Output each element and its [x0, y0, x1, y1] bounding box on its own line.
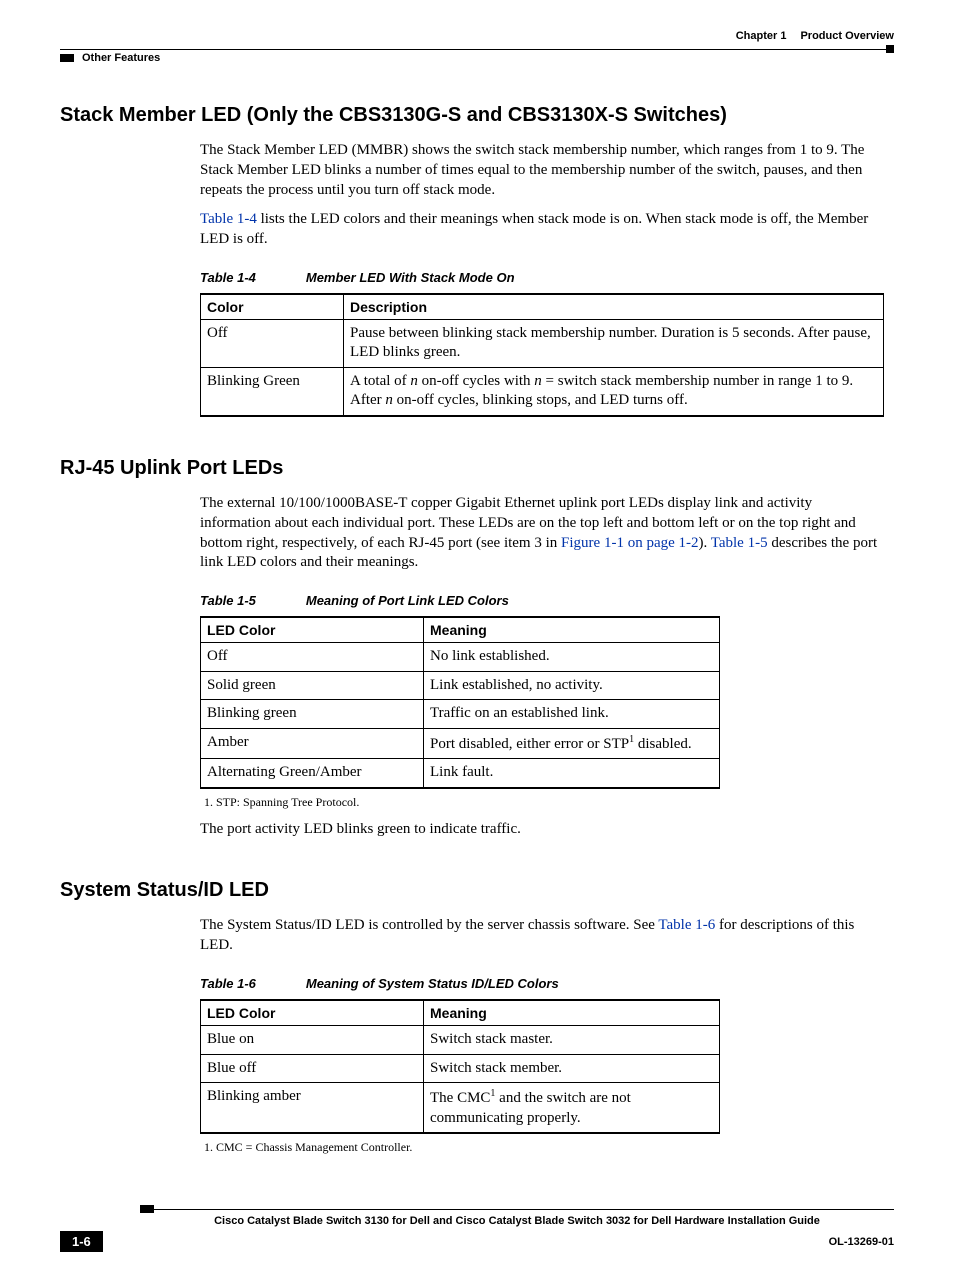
paragraph: The external 10/100/1000BASE-T copper Gi…	[200, 494, 884, 573]
table-row: Solid greenLink established, no activity…	[201, 671, 720, 700]
table-header-row: LED Color Meaning	[201, 617, 720, 643]
col-header: Color	[201, 294, 344, 320]
table-row: AmberPort disabled, either error or STP1…	[201, 728, 720, 759]
chapter-label: Chapter 1	[736, 30, 787, 42]
chapter-title: Product Overview	[800, 30, 894, 42]
page-footer: Cisco Catalyst Blade Switch 3130 for Del…	[60, 1205, 894, 1252]
table-1-4: Color Description Off Pause between blin…	[200, 293, 884, 417]
xref-table-1-6[interactable]: Table 1-6	[658, 917, 715, 933]
xref-table-1-5[interactable]: Table 1-5	[711, 535, 768, 551]
col-header: LED Color	[201, 617, 424, 643]
document-id: OL-13269-01	[829, 1236, 894, 1248]
table-header-row: Color Description	[201, 294, 884, 320]
heading-stack-led: Stack Member LED (Only the CBS3130G-S an…	[60, 104, 894, 127]
table-row: Blue offSwitch stack member.	[201, 1054, 720, 1083]
cell-with-italics: A total of n on-off cycles with n = swit…	[344, 367, 884, 416]
running-section: Other Features	[60, 52, 894, 64]
table-row: OffNo link established.	[201, 643, 720, 672]
table-caption: Table 1-6Meaning of System Status ID/LED…	[200, 976, 884, 991]
page-header: Chapter 1 Product Overview	[60, 30, 894, 45]
table-row: Off Pause between blinking stack members…	[201, 319, 884, 367]
table-1-5: LED Color Meaning OffNo link established…	[200, 616, 720, 789]
book-title: Cisco Catalyst Blade Switch 3130 for Del…	[140, 1215, 894, 1227]
table-footnote: 1. CMC = Chassis Management Controller.	[204, 1140, 884, 1155]
table-row: Blinking Green A total of n on-off cycle…	[201, 367, 884, 416]
heading-rj45-leds: RJ-45 Uplink Port LEDs	[60, 457, 894, 480]
paragraph: The port activity LED blinks green to in…	[200, 820, 884, 840]
table-footnote: 1. STP: Spanning Tree Protocol.	[204, 795, 884, 810]
col-header: Meaning	[424, 617, 720, 643]
paragraph: The Stack Member LED (MMBR) shows the sw…	[200, 141, 884, 200]
col-header: LED Color	[201, 1000, 424, 1026]
heading-system-status-led: System Status/ID LED	[60, 879, 894, 902]
xref-figure-1-1[interactable]: Figure 1-1 on page 1-2	[561, 535, 698, 551]
table-row: Blue onSwitch stack master.	[201, 1026, 720, 1055]
table-header-row: LED Color Meaning	[201, 1000, 720, 1026]
xref-table-1-4[interactable]: Table 1-4	[200, 211, 257, 227]
table-caption: Table 1-4Member LED With Stack Mode On	[200, 270, 884, 285]
paragraph: The System Status/ID LED is controlled b…	[200, 916, 884, 956]
table-caption: Table 1-5Meaning of Port Link LED Colors	[200, 593, 884, 608]
table-row: Alternating Green/AmberLink fault.	[201, 759, 720, 788]
table-row: Blinking amberThe CMC1 and the switch ar…	[201, 1083, 720, 1134]
page-number: 1-6	[60, 1231, 103, 1252]
col-header: Meaning	[424, 1000, 720, 1026]
cell-with-sup: The CMC1 and the switch are not communic…	[424, 1083, 720, 1134]
cell-with-sup: Port disabled, either error or STP1 disa…	[424, 728, 720, 759]
table-1-6: LED Color Meaning Blue onSwitch stack ma…	[200, 999, 720, 1134]
section-label: Other Features	[82, 52, 160, 64]
paragraph: Table 1-4 lists the LED colors and their…	[200, 210, 884, 250]
table-row: Blinking greenTraffic on an established …	[201, 700, 720, 729]
col-header: Description	[344, 294, 884, 320]
